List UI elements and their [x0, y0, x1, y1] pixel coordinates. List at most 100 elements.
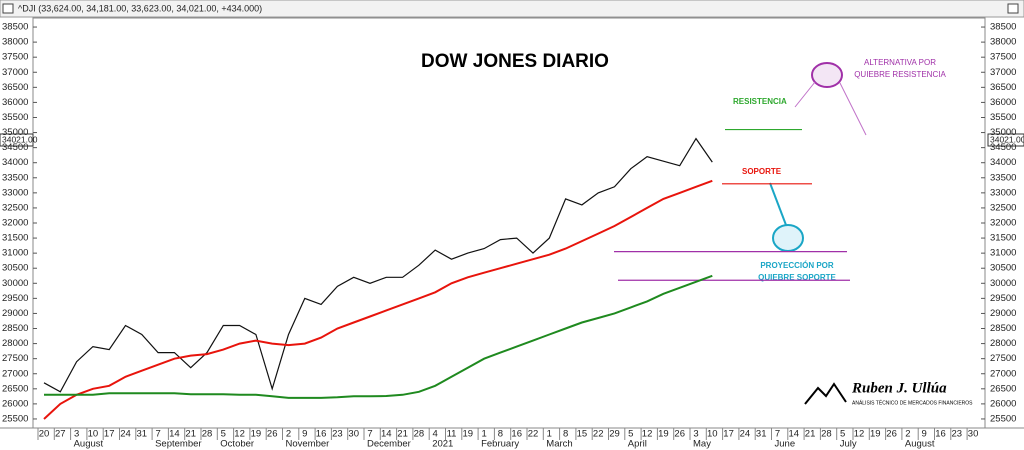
y-tick-label: 35500 [990, 112, 1016, 123]
x-tick-label: 31 [137, 429, 148, 440]
x-tick-label: 21 [185, 429, 196, 440]
alternative-label: QUIEBRE RESISTENCIA [854, 70, 946, 79]
x-tick-label: 22 [593, 429, 604, 440]
y-tick-label: 28500 [990, 323, 1016, 334]
x-tick-label: 23 [332, 429, 343, 440]
month-label: August [905, 439, 935, 450]
y-tick-label: 34500 [990, 142, 1016, 153]
y-tick-label: 33500 [990, 172, 1016, 183]
y-tick-label: 29500 [2, 293, 28, 304]
y-tick-label: 28000 [990, 338, 1016, 349]
x-tick-label: 3 [693, 429, 698, 440]
x-tick-label: 31 [756, 429, 767, 440]
month-label: August [74, 439, 104, 450]
month-label: June [775, 439, 796, 450]
y-tick-label: 25500 [2, 413, 28, 424]
x-tick-label: 3 [74, 429, 79, 440]
x-tick-label: 28 [202, 429, 213, 440]
support-label: SOPORTE [742, 167, 782, 176]
x-tick-label: 21 [397, 429, 408, 440]
x-tick-label: 26 [886, 429, 897, 440]
y-tick-label: 32500 [2, 202, 28, 213]
x-tick-label: 7 [775, 429, 780, 440]
y-tick-label: 30500 [2, 263, 28, 274]
y-tick-label: 34000 [990, 157, 1016, 168]
y-tick-label: 30000 [2, 278, 28, 289]
y-tick-label: 38500 [990, 22, 1016, 33]
x-tick-label: 19 [870, 429, 881, 440]
y-tick-label: 28500 [2, 323, 28, 334]
projection-ellipse [772, 224, 804, 252]
month-label: October [220, 439, 254, 450]
window-button[interactable] [1007, 3, 1019, 14]
x-tick-label: 17 [104, 429, 115, 440]
x-tick-label: 19 [251, 429, 262, 440]
y-tick-label: 26000 [2, 398, 28, 409]
x-tick-label: 16 [935, 429, 946, 440]
arrow-line [769, 182, 787, 226]
y-tick-label: 26000 [990, 398, 1016, 409]
x-tick-label: 21 [805, 429, 816, 440]
x-tick-label: 10 [707, 429, 718, 440]
month-label: April [628, 439, 647, 450]
x-tick-label: 7 [367, 429, 372, 440]
projection-label: QUIEBRE SOPORTE [758, 273, 836, 282]
x-tick-label: 12 [642, 429, 653, 440]
price-label: 34021.00 [990, 134, 1024, 144]
x-tick-label: 12 [234, 429, 245, 440]
y-tick-label: 26500 [2, 383, 28, 394]
x-tick-label: 22 [528, 429, 539, 440]
y-tick-label: 34000 [2, 157, 28, 168]
y-tick-label: 30000 [990, 278, 1016, 289]
y-tick-label: 27500 [990, 353, 1016, 364]
y-tick-label: 37000 [2, 67, 28, 78]
x-tick-label: 28 [821, 429, 832, 440]
y-tick-label: 33000 [990, 187, 1016, 198]
x-tick-label: 9 [302, 429, 307, 440]
x-tick-label: 11 [447, 429, 457, 440]
y-tick-label: 37500 [990, 52, 1016, 63]
y-tick-label: 38000 [990, 37, 1016, 48]
x-tick-label: 1 [547, 429, 552, 440]
x-tick-label: 14 [789, 429, 800, 440]
y-tick-label: 32000 [2, 218, 28, 229]
month-label: December [367, 439, 411, 450]
x-tick-label: 8 [498, 429, 503, 440]
header-bar [0, 0, 1024, 18]
x-tick-label: 16 [316, 429, 327, 440]
month-label: 2021 [432, 439, 453, 450]
series-line [43, 179, 713, 420]
y-tick-label: 36500 [2, 82, 28, 93]
y-tick-label: 35500 [2, 112, 28, 123]
x-tick-label: 17 [723, 429, 734, 440]
y-tick-label: 34500 [2, 142, 28, 153]
x-tick-label: 8 [563, 429, 568, 440]
header-text: ^DJI (33,624.00, 34,181.00, 33,623.00, 3… [18, 3, 262, 13]
y-tick-label: 32000 [990, 218, 1016, 229]
y-tick-label: 29000 [990, 308, 1016, 319]
x-tick-label: 30 [348, 429, 359, 440]
window-button[interactable] [2, 3, 14, 14]
y-tick-label: 25500 [990, 413, 1016, 424]
month-label: March [546, 439, 572, 450]
series-line [43, 137, 713, 393]
price-box [987, 133, 1024, 147]
y-tick-label: 32500 [990, 202, 1016, 213]
y-tick-label: 27000 [990, 368, 1016, 379]
x-tick-label: 28 [414, 429, 425, 440]
x-tick-label: 19 [658, 429, 669, 440]
logo-name: Ruben J. Ullúa [851, 380, 947, 396]
x-tick-label: 9 [922, 429, 927, 440]
y-tick-label: 27000 [2, 368, 28, 379]
y-tick-label: 33500 [2, 172, 28, 183]
arrow-line [839, 82, 867, 136]
plot-area [32, 17, 986, 429]
logo-tagline: ANÁLISIS TÉCNICO DE MERCADOS FINANCIEROS [852, 399, 973, 406]
month-label: May [693, 439, 711, 450]
x-tick-label: 5 [840, 429, 845, 440]
y-tick-label: 37500 [2, 52, 28, 63]
y-tick-label: 36500 [990, 82, 1016, 93]
y-tick-label: 37000 [990, 67, 1016, 78]
month-label: July [840, 439, 857, 450]
